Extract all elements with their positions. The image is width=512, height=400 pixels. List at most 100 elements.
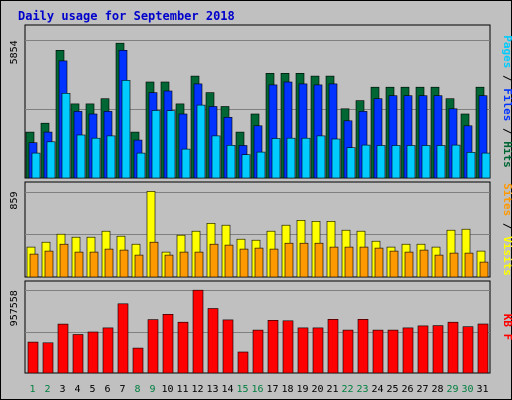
top-bar-pages — [301, 137, 311, 179]
bottom-bar-kb-f — [357, 318, 369, 374]
bottom-bar-kb-f — [117, 303, 129, 374]
day-label: 20 — [311, 384, 323, 395]
bottom-bar-kb-f — [42, 342, 54, 374]
bottom-series-legend: KB F — [501, 314, 512, 341]
bottom-bar-kb-f — [282, 320, 294, 374]
middle-bar-sites — [134, 254, 144, 278]
middle-legend-segment: Sites — [501, 183, 512, 216]
bottom-ymax-label: 957558 — [9, 290, 20, 326]
bottom-panel: 957558 KB F — [9, 280, 512, 374]
day-label: 11 — [176, 384, 188, 395]
middle-panel: 859 Sites / Visits — [9, 181, 512, 278]
bottom-bar-kb-f — [237, 351, 249, 374]
bottom-bar-kb-f — [177, 321, 189, 374]
middle-bar-sites — [29, 253, 39, 278]
day-label: 17 — [266, 384, 278, 395]
day-label: 31 — [476, 384, 488, 395]
day-label: 16 — [251, 384, 263, 395]
bottom-bar-kb-f — [372, 329, 384, 374]
bottom-bar-kb-f — [327, 318, 339, 374]
middle-bar-sites — [209, 243, 219, 278]
top-bar-pages — [361, 144, 371, 179]
day-label: 23 — [356, 384, 368, 395]
middle-bar-sites — [59, 243, 69, 278]
day-label: 27 — [416, 384, 428, 395]
bottom-bar-kb-f — [342, 329, 354, 374]
bottom-bar-kb-f — [147, 319, 159, 374]
bottom-bar-kb-f — [432, 325, 444, 374]
bottom-bar-kb-f — [477, 323, 489, 374]
top-bar-pages — [451, 144, 461, 179]
chart-title: Daily usage for September 2018 — [18, 9, 235, 23]
bottom-bar-kb-f — [402, 327, 414, 374]
top-bar-pages — [346, 147, 356, 179]
top-bar-pages — [286, 137, 296, 179]
bottom-bar-kb-f — [207, 308, 219, 374]
bottom-bar-kb-f — [312, 327, 324, 374]
top-bar-pages — [211, 135, 221, 179]
bottom-bar-kb-f — [417, 325, 429, 374]
top-bar-pages — [271, 138, 281, 179]
top-bar-pages — [76, 134, 86, 179]
top-bar-pages — [391, 145, 401, 179]
day-label: 25 — [386, 384, 398, 395]
day-label: 4 — [74, 384, 80, 395]
day-label: 26 — [401, 384, 413, 395]
bottom-bar-kb-f — [222, 319, 234, 374]
day-label: 7 — [119, 384, 125, 395]
bottom-bar-kb-f — [132, 347, 144, 374]
top-panel: 5854 Pages / Files / Hits — [9, 24, 512, 179]
middle-bar-sites — [44, 250, 54, 278]
middle-bar-sites — [119, 249, 129, 278]
middle-bar-sites — [314, 242, 324, 278]
top-legend-segment: Pages — [501, 35, 512, 68]
middle-bar-sites — [344, 246, 354, 278]
day-label: 22 — [341, 384, 353, 395]
top-bar-pages — [61, 93, 71, 179]
day-label: 12 — [191, 384, 203, 395]
bottom-bar-kb-f — [297, 327, 309, 374]
middle-bar-sites — [434, 254, 444, 278]
day-label: 21 — [326, 384, 338, 395]
top-bar-pages — [241, 154, 251, 179]
day-label: 10 — [161, 384, 173, 395]
bottom-bar-kb-f — [27, 341, 39, 374]
top-bar-pages — [166, 110, 176, 179]
middle-bar-sites — [284, 242, 294, 278]
top-bar-pages — [121, 80, 131, 179]
bottom-bar-kb-f — [57, 323, 69, 374]
top-bar-pages — [226, 145, 236, 179]
day-label: 24 — [371, 384, 383, 395]
middle-bar-sites — [254, 247, 264, 278]
top-bar-pages — [256, 151, 266, 179]
bottom-bar-kb-f — [72, 334, 84, 374]
bottom-bar-kb-f — [387, 329, 399, 374]
bottom-bar-kb-f — [87, 331, 99, 374]
bottom-bar-kb-f — [462, 326, 474, 374]
day-label: 29 — [446, 384, 458, 395]
middle-legend-segment: / — [501, 216, 512, 236]
top-bar-pages — [136, 152, 146, 179]
day-label: 19 — [296, 384, 308, 395]
middle-legend-segment: Visits — [501, 236, 512, 276]
day-label: 1 — [29, 384, 35, 395]
middle-ymax-label: 859 — [9, 192, 20, 210]
day-label: 14 — [221, 384, 233, 395]
middle-bar-sites — [194, 251, 204, 278]
middle-bar-sites — [89, 251, 99, 278]
top-bar-pages — [151, 110, 161, 179]
top-ymax-label: 5854 — [9, 40, 20, 64]
day-label: 30 — [461, 384, 473, 395]
top-legend-segment: Hits — [501, 141, 512, 168]
day-label: 3 — [59, 384, 65, 395]
day-label: 2 — [44, 384, 50, 395]
top-bar-pages — [376, 145, 386, 179]
top-bar-pages — [436, 145, 446, 179]
day-label: 9 — [149, 384, 155, 395]
middle-bar-sites — [179, 251, 189, 278]
top-bar-pages — [181, 148, 191, 179]
middle-bar-sites — [359, 246, 369, 278]
day-label: 8 — [134, 384, 140, 395]
day-label: 5 — [89, 384, 95, 395]
